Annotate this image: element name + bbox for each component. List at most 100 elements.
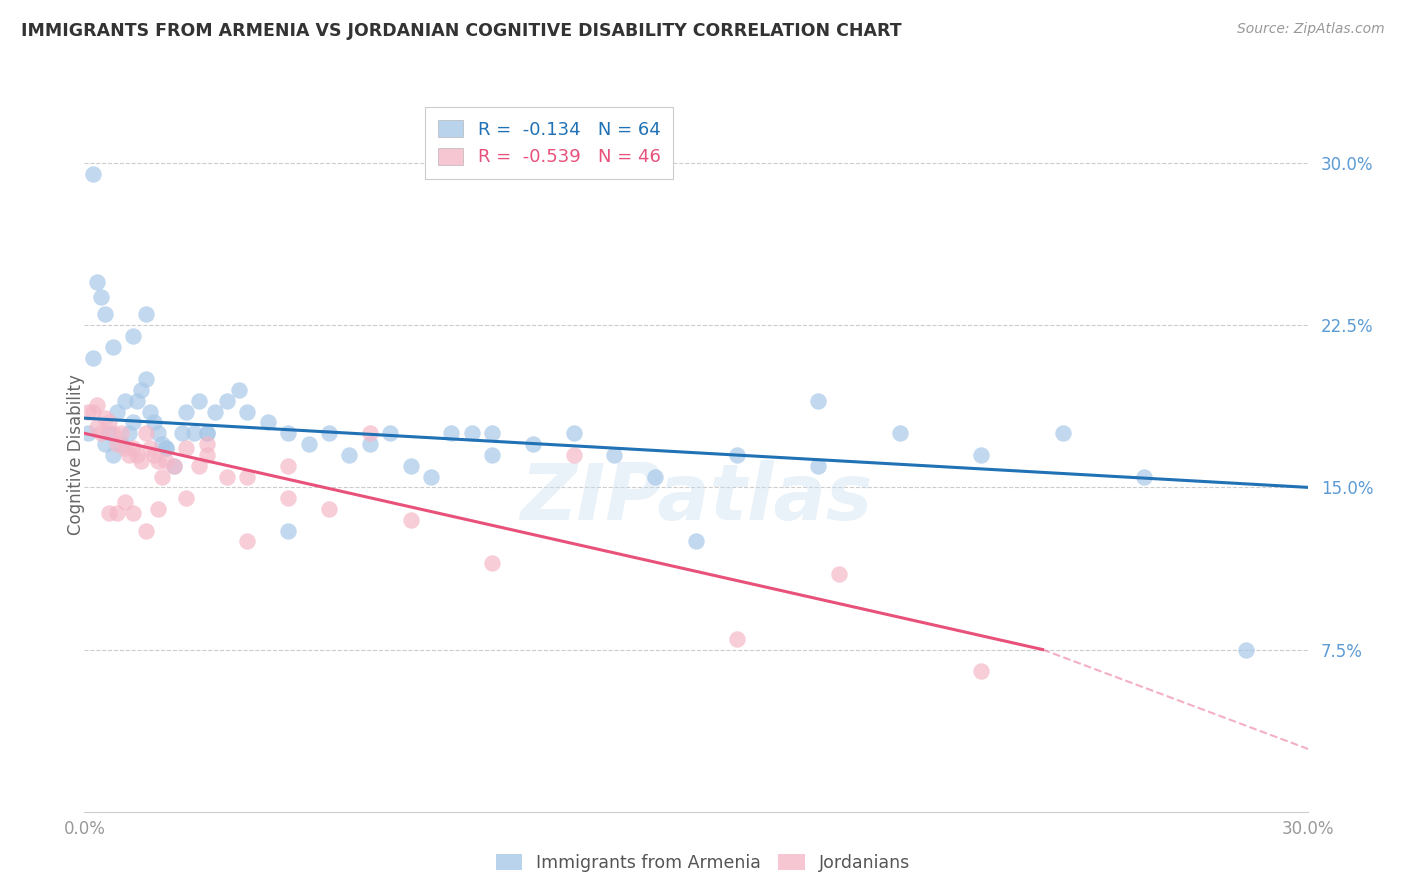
Point — [277, 524, 299, 538]
Point — [1052, 426, 1074, 441]
Text: ZIPatlas: ZIPatlas — [520, 459, 872, 536]
Point — [236, 469, 259, 483]
Point — [150, 437, 173, 451]
Point — [183, 426, 205, 441]
Point — [176, 405, 198, 419]
Point — [97, 506, 120, 520]
Point — [380, 426, 402, 441]
Point — [155, 454, 177, 468]
Point — [725, 448, 748, 462]
Point — [204, 405, 226, 419]
Point — [114, 442, 136, 456]
Legend: Immigrants from Armenia, Jordanians: Immigrants from Armenia, Jordanians — [489, 847, 917, 879]
Point — [101, 340, 124, 354]
Point — [195, 437, 218, 451]
Point — [889, 426, 911, 441]
Point — [1133, 469, 1156, 483]
Point — [146, 454, 169, 468]
Point — [110, 437, 132, 451]
Point — [236, 534, 259, 549]
Point — [118, 448, 141, 462]
Point — [461, 426, 484, 441]
Point — [522, 437, 544, 451]
Point — [195, 426, 218, 441]
Point — [105, 405, 128, 419]
Point — [828, 566, 851, 581]
Point — [82, 167, 104, 181]
Point — [257, 416, 280, 430]
Point — [77, 426, 100, 441]
Point — [236, 405, 259, 419]
Point — [93, 437, 117, 451]
Point — [93, 411, 117, 425]
Point — [187, 393, 209, 408]
Point — [172, 426, 194, 441]
Point — [150, 469, 173, 483]
Point — [77, 405, 100, 419]
Point — [176, 442, 198, 456]
Point — [481, 448, 503, 462]
Point — [420, 469, 443, 483]
Point — [131, 383, 153, 397]
Point — [138, 405, 160, 419]
Point — [603, 448, 626, 462]
Point — [399, 458, 422, 473]
Point — [110, 426, 132, 441]
Legend: R =  -0.134   N = 64, R =  -0.539   N = 46: R = -0.134 N = 64, R = -0.539 N = 46 — [425, 107, 673, 179]
Point — [562, 448, 585, 462]
Point — [127, 448, 149, 462]
Point — [359, 426, 381, 441]
Point — [277, 458, 299, 473]
Point — [176, 491, 198, 505]
Point — [114, 495, 136, 509]
Point — [277, 426, 299, 441]
Point — [195, 448, 218, 462]
Point — [114, 393, 136, 408]
Point — [146, 426, 169, 441]
Point — [86, 419, 108, 434]
Point — [163, 458, 186, 473]
Text: IMMIGRANTS FROM ARMENIA VS JORDANIAN COGNITIVE DISABILITY CORRELATION CHART: IMMIGRANTS FROM ARMENIA VS JORDANIAN COG… — [21, 22, 901, 40]
Point — [97, 416, 120, 430]
Point — [146, 502, 169, 516]
Point — [644, 469, 666, 483]
Point — [228, 383, 250, 397]
Point — [122, 506, 145, 520]
Point — [135, 372, 157, 386]
Text: Source: ZipAtlas.com: Source: ZipAtlas.com — [1237, 22, 1385, 37]
Point — [105, 506, 128, 520]
Point — [725, 632, 748, 646]
Point — [101, 448, 124, 462]
Point — [127, 393, 149, 408]
Point — [93, 307, 117, 321]
Point — [562, 426, 585, 441]
Point — [359, 437, 381, 451]
Point — [82, 351, 104, 365]
Point — [970, 448, 993, 462]
Point — [685, 534, 707, 549]
Point — [970, 664, 993, 678]
Point — [318, 426, 340, 441]
Point — [318, 502, 340, 516]
Point — [155, 442, 177, 456]
Point — [131, 454, 153, 468]
Point — [105, 437, 128, 451]
Point — [86, 275, 108, 289]
Point — [135, 426, 157, 441]
Point — [1236, 642, 1258, 657]
Point — [481, 556, 503, 570]
Point — [135, 307, 157, 321]
Point — [277, 491, 299, 505]
Point — [142, 416, 165, 430]
Point — [142, 448, 165, 462]
Point — [339, 448, 361, 462]
Point — [122, 329, 145, 343]
Point — [155, 442, 177, 456]
Point — [807, 458, 830, 473]
Point — [82, 405, 104, 419]
Point — [807, 393, 830, 408]
Point — [122, 442, 145, 456]
Point — [217, 469, 239, 483]
Point — [86, 398, 108, 412]
Point — [90, 290, 112, 304]
